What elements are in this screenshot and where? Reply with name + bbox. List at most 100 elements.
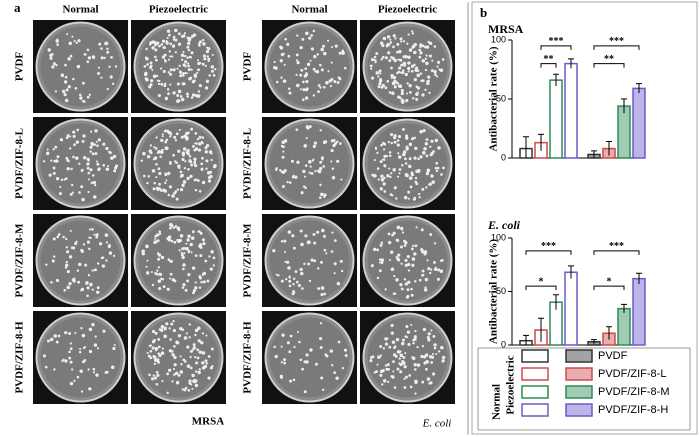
colony xyxy=(429,381,433,385)
colony xyxy=(187,41,191,45)
colony xyxy=(89,168,92,171)
colony xyxy=(396,225,401,230)
colony xyxy=(71,35,74,38)
y-tick-label: 100 xyxy=(491,34,506,44)
colony xyxy=(303,144,307,148)
colony xyxy=(190,383,193,386)
colony xyxy=(164,172,167,176)
colony xyxy=(375,52,379,55)
colony xyxy=(410,247,414,251)
colony xyxy=(105,370,109,374)
colony xyxy=(377,85,381,89)
colony xyxy=(304,164,308,167)
colony xyxy=(96,290,100,295)
colony xyxy=(288,284,292,288)
colony xyxy=(158,230,162,234)
y-tick-label: 0 xyxy=(501,152,506,162)
colony xyxy=(59,138,64,142)
colony xyxy=(296,330,299,333)
colony xyxy=(287,54,291,58)
colony xyxy=(340,178,343,181)
colony xyxy=(319,322,323,325)
error-bar xyxy=(621,303,627,313)
colony xyxy=(81,197,85,202)
colony xyxy=(287,87,291,91)
colony xyxy=(302,80,305,84)
colony xyxy=(331,167,335,171)
colony xyxy=(291,175,295,179)
colony xyxy=(389,38,392,41)
colony xyxy=(414,329,417,333)
colony xyxy=(113,169,117,173)
colony xyxy=(380,143,383,147)
colony xyxy=(383,158,386,161)
colony xyxy=(149,144,153,147)
colony xyxy=(419,45,422,49)
colony xyxy=(143,72,148,77)
legend-label: PVDF xyxy=(598,350,628,362)
colony xyxy=(206,55,209,58)
colony xyxy=(188,155,192,158)
colony xyxy=(174,38,178,42)
colony xyxy=(382,182,386,186)
colony xyxy=(42,354,47,358)
colony xyxy=(433,260,436,264)
colony xyxy=(105,146,109,151)
colony xyxy=(68,356,72,360)
agar xyxy=(269,26,350,107)
colony xyxy=(149,151,153,155)
colony xyxy=(192,291,195,295)
colony xyxy=(155,136,158,139)
colony xyxy=(399,283,403,287)
colony xyxy=(166,88,170,91)
colony xyxy=(288,91,292,95)
colony xyxy=(192,379,196,383)
colony xyxy=(193,161,197,165)
colony xyxy=(188,336,191,339)
error-bar xyxy=(636,83,642,94)
colony xyxy=(168,368,172,372)
colony xyxy=(420,354,424,359)
colony xyxy=(437,146,441,150)
colony xyxy=(87,171,91,175)
colony xyxy=(287,266,291,270)
colony xyxy=(73,379,76,382)
colony xyxy=(94,129,98,133)
colony xyxy=(319,346,323,349)
legend-label: PVDF/ZIF-8-H xyxy=(598,404,668,416)
colony xyxy=(279,59,283,63)
colony xyxy=(192,346,197,350)
colony xyxy=(81,333,86,338)
colony xyxy=(390,141,393,145)
colony xyxy=(380,58,383,61)
colony xyxy=(411,32,415,35)
colony xyxy=(400,341,405,346)
colony xyxy=(68,147,72,150)
colony xyxy=(89,150,92,153)
colony xyxy=(210,65,215,69)
colony xyxy=(194,356,197,359)
colony xyxy=(171,55,174,58)
colony xyxy=(180,34,184,38)
colony xyxy=(113,254,116,257)
colony xyxy=(401,231,405,234)
colony xyxy=(178,64,181,67)
colony xyxy=(173,345,176,348)
colony xyxy=(156,252,160,255)
colony xyxy=(428,271,432,275)
colony xyxy=(273,345,276,349)
colony xyxy=(61,89,66,94)
colony xyxy=(202,38,205,42)
colony xyxy=(323,193,327,197)
colony xyxy=(414,176,418,180)
colony xyxy=(89,282,93,287)
colony xyxy=(386,174,390,178)
colony xyxy=(154,146,158,150)
colony xyxy=(201,142,204,145)
colony xyxy=(320,68,324,72)
colony xyxy=(410,137,415,141)
error-bar xyxy=(538,317,544,342)
colony xyxy=(295,59,299,62)
colony xyxy=(319,183,322,187)
colony xyxy=(69,342,72,345)
